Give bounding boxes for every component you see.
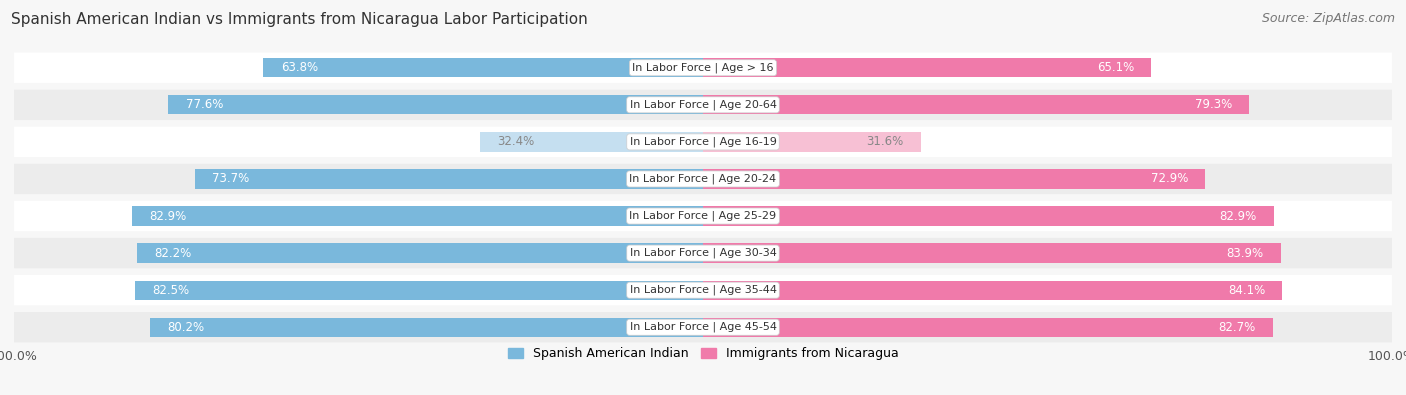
FancyBboxPatch shape: [14, 312, 1392, 342]
Bar: [703, 207, 1274, 226]
Text: 73.7%: 73.7%: [212, 173, 250, 186]
Bar: [479, 132, 703, 152]
Legend: Spanish American Indian, Immigrants from Nicaragua: Spanish American Indian, Immigrants from…: [502, 342, 904, 365]
Text: 84.1%: 84.1%: [1227, 284, 1265, 297]
FancyBboxPatch shape: [14, 90, 1392, 120]
Text: In Labor Force | Age 35-44: In Labor Force | Age 35-44: [630, 285, 776, 295]
Text: Spanish American Indian vs Immigrants from Nicaragua Labor Participation: Spanish American Indian vs Immigrants fr…: [11, 12, 588, 27]
Text: In Labor Force | Age 20-64: In Labor Force | Age 20-64: [630, 100, 776, 110]
Bar: [150, 318, 703, 337]
Text: In Labor Force | Age 20-24: In Labor Force | Age 20-24: [630, 174, 776, 184]
Text: In Labor Force | Age 45-54: In Labor Force | Age 45-54: [630, 322, 776, 333]
Bar: [195, 169, 703, 188]
Text: In Labor Force | Age > 16: In Labor Force | Age > 16: [633, 62, 773, 73]
FancyBboxPatch shape: [14, 238, 1392, 268]
Text: 82.7%: 82.7%: [1218, 321, 1256, 334]
Text: Source: ZipAtlas.com: Source: ZipAtlas.com: [1261, 12, 1395, 25]
Bar: [703, 318, 1272, 337]
FancyBboxPatch shape: [14, 127, 1392, 157]
Text: 82.9%: 82.9%: [1219, 209, 1257, 222]
Bar: [136, 243, 703, 263]
Text: 63.8%: 63.8%: [281, 61, 318, 74]
Text: 77.6%: 77.6%: [186, 98, 224, 111]
Bar: [263, 58, 703, 77]
Text: In Labor Force | Age 16-19: In Labor Force | Age 16-19: [630, 137, 776, 147]
Text: 79.3%: 79.3%: [1195, 98, 1232, 111]
Text: In Labor Force | Age 25-29: In Labor Force | Age 25-29: [630, 211, 776, 221]
FancyBboxPatch shape: [14, 201, 1392, 231]
Text: 83.9%: 83.9%: [1226, 246, 1264, 260]
Text: 65.1%: 65.1%: [1097, 61, 1135, 74]
Text: In Labor Force | Age 30-34: In Labor Force | Age 30-34: [630, 248, 776, 258]
Bar: [703, 95, 1250, 115]
FancyBboxPatch shape: [14, 53, 1392, 83]
Text: 80.2%: 80.2%: [167, 321, 205, 334]
FancyBboxPatch shape: [14, 275, 1392, 305]
Bar: [703, 280, 1282, 300]
Bar: [135, 280, 703, 300]
Bar: [169, 95, 703, 115]
Text: 32.4%: 32.4%: [496, 135, 534, 149]
Bar: [703, 243, 1281, 263]
Text: 72.9%: 72.9%: [1150, 173, 1188, 186]
Text: 82.9%: 82.9%: [149, 209, 187, 222]
FancyBboxPatch shape: [14, 164, 1392, 194]
Text: 82.2%: 82.2%: [153, 246, 191, 260]
Bar: [703, 132, 921, 152]
Text: 31.6%: 31.6%: [866, 135, 904, 149]
Text: 82.5%: 82.5%: [152, 284, 188, 297]
Bar: [132, 207, 703, 226]
Bar: [703, 169, 1205, 188]
Bar: [703, 58, 1152, 77]
